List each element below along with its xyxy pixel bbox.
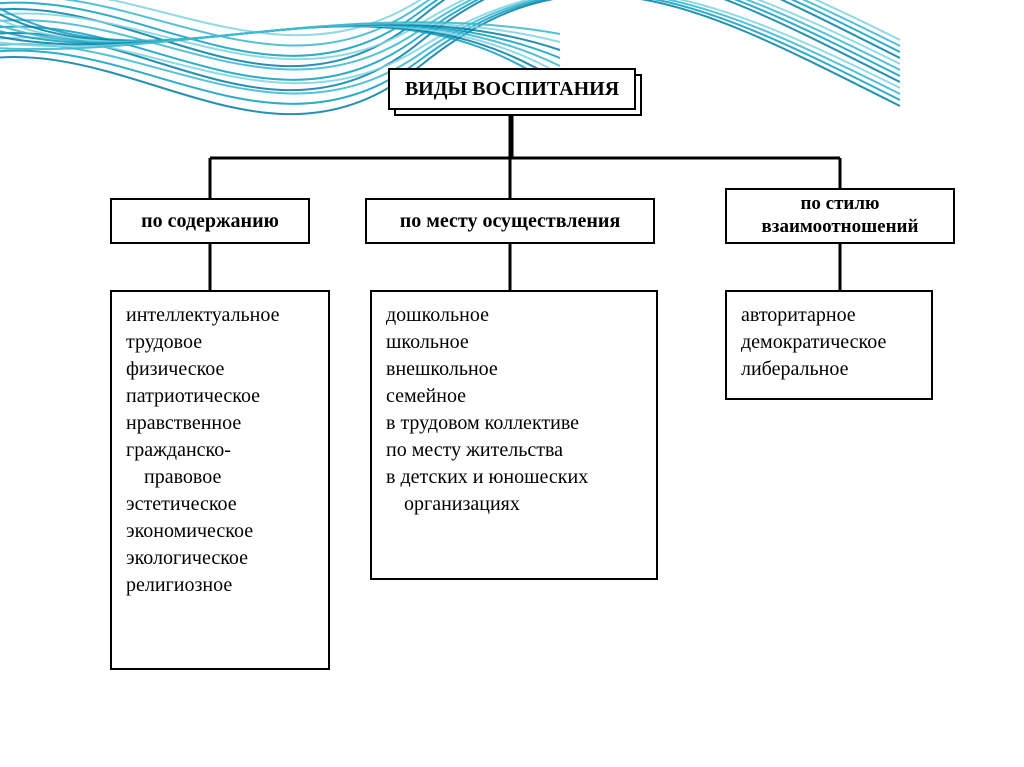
list-item: дошкольное [386,302,642,329]
title-box: ВИДЫ ВОСПИТАНИЯ [388,68,636,110]
title-text: ВИДЫ ВОСПИТАНИЯ [405,77,619,101]
list-item: школьное [386,329,642,356]
category-box-style: по стилю взаимоотношений [725,188,955,244]
list-item: религиозное [126,572,314,599]
list-item: авторитарное [741,302,917,329]
category-box-place: по месту осуществления [365,198,655,244]
category-box-content: по содержанию [110,198,310,244]
list-item: трудовое [126,329,314,356]
category-label: по стилю взаимоотношений [735,193,945,239]
items-box-content-items: интеллектуальноетрудовоефизическоепатрио… [110,290,330,670]
list-item: семейное [386,383,642,410]
category-label: по содержанию [141,209,279,233]
list-item: интеллектуальное [126,302,314,329]
list-item: эстетическое [126,491,314,518]
list-item: в детских и юношеских [386,464,642,491]
list-item: либеральное [741,356,917,383]
list-item: в трудовом коллективе [386,410,642,437]
list-item: демократическое [741,329,917,356]
list-item: гражданско- [126,437,314,464]
items-box-style-items: авторитарноедемократическоелиберальное [725,290,933,400]
list-item: экономическое [126,518,314,545]
list-item: правовое [126,464,314,491]
list-item: нравственное [126,410,314,437]
list-item: по месту жительства [386,437,642,464]
list-item: физическое [126,356,314,383]
category-label: по месту осуществления [400,209,621,233]
items-box-place-items: дошкольноешкольноевнешкольноесемейноев т… [370,290,658,580]
list-item: патриотическое [126,383,314,410]
list-item: внешкольное [386,356,642,383]
list-item: экологическое [126,545,314,572]
list-item: организациях [386,491,642,518]
